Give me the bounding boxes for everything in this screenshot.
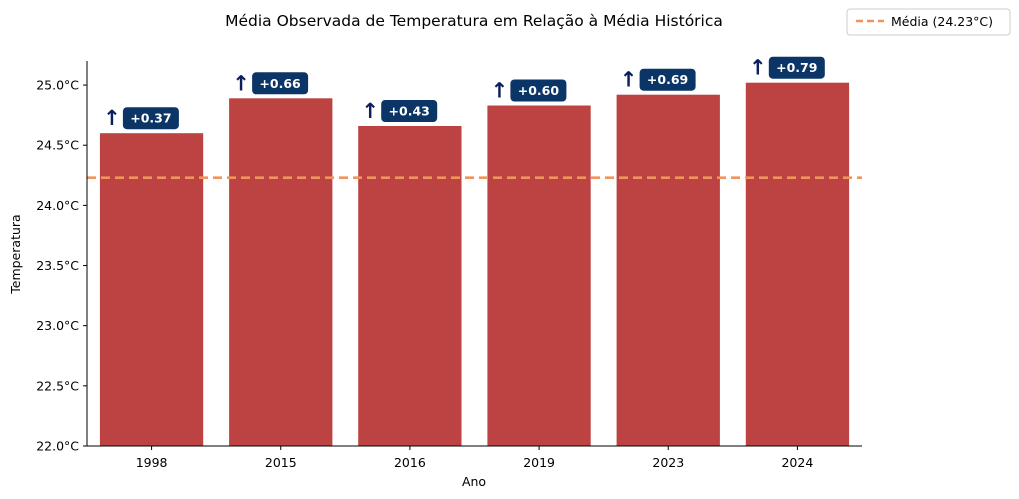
bars-group — [99, 82, 850, 447]
bar-2019 — [487, 105, 591, 446]
bar-1998 — [99, 133, 204, 446]
delta-badge — [768, 56, 825, 79]
up-arrow-icon: ↑ — [491, 79, 509, 103]
delta-badge — [510, 79, 567, 102]
bar-2024 — [745, 82, 850, 446]
up-arrow-icon: ↑ — [620, 68, 638, 92]
delta-badge — [122, 107, 179, 130]
x-tick-label: 2015 — [265, 455, 297, 470]
delta-badge — [381, 100, 438, 122]
x-tick-label: 2016 — [394, 455, 426, 470]
y-tick-label: 25.0°C — [36, 78, 79, 93]
y-axis-label: Temperatura — [8, 214, 23, 294]
up-arrow-icon: ↑ — [749, 56, 767, 80]
axes-group: 22.0°C 22.5°C 23.0°C 23.5°C 24.0°C 24.5°C 25.0… — [36, 61, 862, 470]
x-tick-label: 2023 — [652, 455, 684, 470]
up-arrow-icon: ↑ — [103, 106, 121, 130]
y-tick-label: 22.0°C — [36, 439, 79, 454]
y-tick-label: 24.5°C — [36, 138, 79, 153]
legend-frame — [846, 8, 1011, 36]
x-axis-label: Ano — [462, 474, 486, 489]
bar-2015 — [229, 98, 333, 447]
x-tick-label: 2024 — [781, 455, 813, 470]
y-tick-label: 23.5°C — [36, 258, 79, 273]
delta-label: +0.66 — [259, 76, 301, 91]
bar-2023 — [616, 94, 720, 446]
up-arrow-icon: ↑ — [361, 99, 379, 123]
bar-2016 — [358, 126, 462, 446]
chart-title: Média Observada de Temperatura em Relaçã… — [225, 12, 723, 30]
delta-badge — [252, 72, 309, 95]
delta-label: +0.60 — [518, 83, 560, 98]
y-tick-label: 22.5°C — [36, 378, 79, 393]
annotations-group: ↑ +0.37 ↑ +0.66 ↑ +0.43 ↑ +0.60 ↑ +0.69 ↑ +0.79 — [103, 56, 825, 130]
legend: Média (24.23°C) — [846, 8, 1011, 36]
delta-badge — [639, 68, 696, 91]
up-arrow-icon: ↑ — [232, 71, 250, 95]
delta-label: +0.79 — [776, 60, 817, 75]
x-tick-label: 1998 — [136, 455, 168, 470]
delta-label: +0.69 — [647, 72, 688, 87]
legend-label: Média (24.23°C) — [891, 14, 993, 29]
delta-label: +0.37 — [130, 111, 171, 126]
x-tick-label: 2019 — [523, 455, 555, 470]
delta-label: +0.43 — [389, 104, 430, 119]
y-tick-label: 23.0°C — [36, 318, 79, 333]
y-tick-label: 24.0°C — [36, 198, 79, 213]
